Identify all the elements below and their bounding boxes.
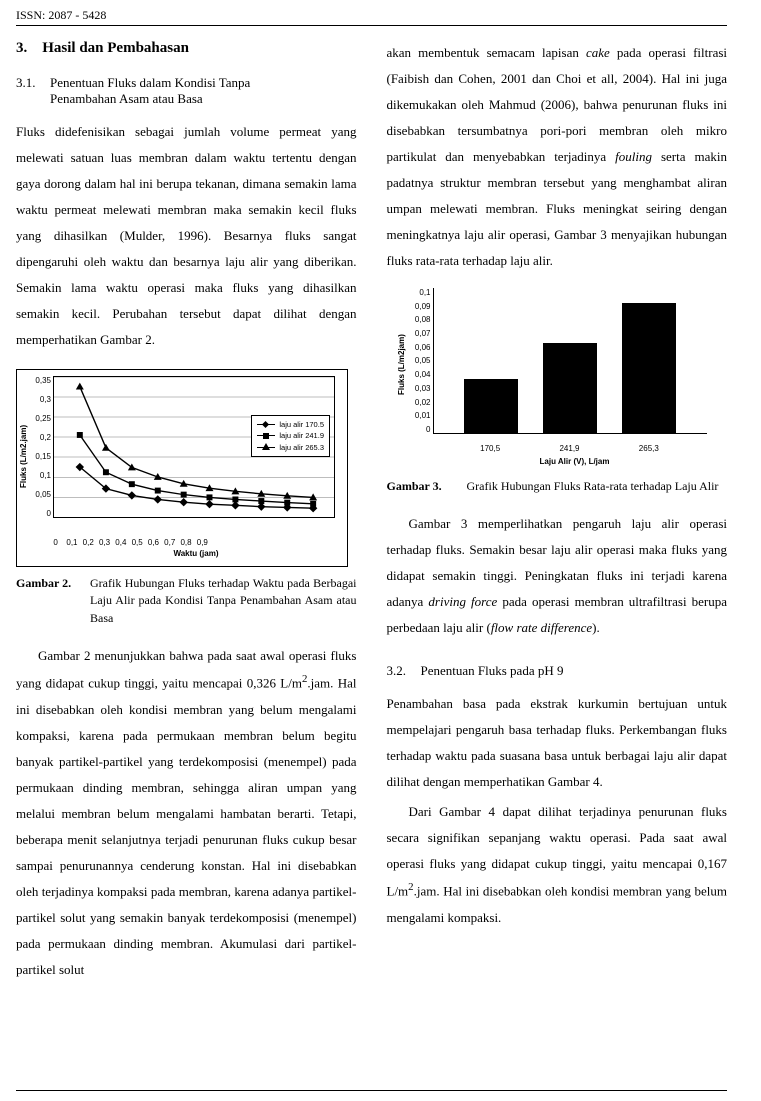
paragraph-2: Gambar 2 menunjukkan bahwa pada saat awa…: [16, 643, 357, 982]
subsection-31: 3.1. Penentuan Fluks dalam Kondisi Tanpa…: [16, 75, 357, 107]
ytick: 0,03: [409, 384, 431, 393]
right-para-1: akan membentuk semacam lapisan cake pada…: [387, 40, 728, 274]
subsection-title: Penentuan Fluks dalam Kondisi Tanpa Pena…: [50, 75, 250, 107]
r2-c: ).: [592, 620, 600, 635]
r1-b: pada operasi filtrasi (Faibish dan Cohen…: [387, 45, 728, 164]
ytick: 0: [31, 509, 51, 518]
ytick: 0,15: [31, 452, 51, 461]
figure-2-chart: Fluks (L/m2.jam) 0,35 0,3 0,25 0,2 0,15 …: [16, 369, 348, 567]
legend-item: laju alir 265.3: [279, 442, 324, 453]
chart1-xticks: 0 0,1 0,2 0,3 0,4 0,5 0,6 0,7 0,8 0,9: [19, 538, 339, 547]
figure-3-caption: Gambar 3. Grafik Hubungan Fluks Rata-rat…: [387, 478, 728, 495]
xtick: 0,9: [187, 538, 218, 547]
ytick: 0,07: [409, 329, 431, 338]
subsection-num: 3.1.: [16, 75, 50, 107]
caption-text: Grafik Hubungan Fluks terhadap Waktu pad…: [90, 575, 357, 627]
subsection-title-l1: Penentuan Fluks dalam Kondisi Tanpa: [50, 75, 250, 90]
two-column-layout: 3. Hasil dan Pembahasan 3.1. Penentuan F…: [16, 40, 727, 987]
ytick: 0: [409, 425, 431, 434]
ytick: 0,1: [409, 288, 431, 297]
ytick: 0,01: [409, 411, 431, 420]
ytick: 0,1: [31, 471, 51, 480]
ytick: 0,02: [409, 398, 431, 407]
italic-fouling: fouling: [615, 149, 652, 164]
chart2-ylabel: Fluks (L/m2jam): [397, 288, 409, 442]
caption-text: Grafik Hubungan Fluks Rata-rata terhadap…: [465, 478, 719, 495]
ytick: 0,08: [409, 315, 431, 324]
paragraph-1: Fluks didefenisikan sebagai jumlah volum…: [16, 119, 357, 353]
ytick: 0,04: [409, 370, 431, 379]
italic-driving-force: driving force: [428, 594, 497, 609]
right-para-4: Dari Gambar 4 dapat dilihat terjadinya p…: [387, 799, 728, 930]
ytick: 0,09: [409, 302, 431, 311]
ytick: 0,05: [31, 490, 51, 499]
issn-line: ISSN: 2087 - 5428: [16, 8, 727, 23]
chart1-plot-area: laju alir 170.5 laju alir 241.9 laju ali…: [53, 376, 335, 518]
ytick: 0,06: [409, 343, 431, 352]
r4-b: .jam. Hal ini disebabkan oleh kondisi me…: [387, 884, 728, 925]
chart1-ylabel: Fluks (L/m2.jam): [19, 376, 31, 536]
bottom-rule: [16, 1090, 727, 1091]
subsection-32: 3.2. Penentuan Fluks pada pH 9: [387, 663, 728, 679]
xtick: 170,5: [480, 444, 500, 453]
italic-cake: cake: [586, 45, 610, 60]
xtick: 241,9: [559, 444, 579, 453]
r1-a: akan membentuk semacam lapisan: [387, 45, 586, 60]
top-rule: [16, 25, 727, 26]
bar-2: [543, 343, 597, 433]
figure-2-caption: Gambar 2. Grafik Hubungan Fluks terhadap…: [16, 575, 357, 627]
subsection-num: 3.2.: [387, 663, 421, 679]
chart2-xlabel: Laju Alir (V), L/jam: [397, 457, 717, 466]
section-title: Hasil dan Pembahasan: [42, 40, 189, 56]
bar-3: [622, 303, 676, 434]
legend-item: laju alir 170.5: [279, 419, 324, 430]
chart1-yticks: 0,35 0,3 0,25 0,2 0,15 0,1 0,05 0: [31, 376, 53, 518]
ytick: 0,05: [409, 356, 431, 365]
caption-label: Gambar 2.: [16, 575, 90, 627]
xtick: 265,3: [639, 444, 659, 453]
chart2-yticks: 0,1 0,09 0,08 0,07 0,06 0,05 0,04 0,03 0…: [409, 288, 433, 434]
ytick: 0,2: [31, 433, 51, 442]
p2-part-b: .jam. Hal ini disebabkan oleh kondisi me…: [16, 676, 357, 977]
right-para-3: Penambahan basa pada ekstrak kurkumin be…: [387, 691, 728, 795]
ytick: 0,35: [31, 376, 51, 385]
chart2-plot-area: [433, 288, 707, 434]
caption-label: Gambar 3.: [387, 478, 465, 495]
ytick: 0,25: [31, 414, 51, 423]
legend-item: laju alir 241.9: [279, 430, 324, 441]
chart1-legend: laju alir 170.5 laju alir 241.9 laju ali…: [251, 415, 330, 457]
right-para-2: Gambar 3 memperlihatkan pengaruh laju al…: [387, 511, 728, 641]
italic-flow-rate-diff: flow rate difference: [491, 620, 592, 635]
r1-c: serta makin padatnya struktur membran te…: [387, 149, 728, 268]
bar-1: [464, 379, 518, 433]
subsection-title: Penentuan Fluks pada pH 9: [421, 663, 564, 679]
subsection-title-l2: Penambahan Asam atau Basa: [50, 91, 203, 106]
ytick: 0,3: [31, 395, 51, 404]
figure-3-chart: Fluks (L/m2jam) 0,1 0,09 0,08 0,07 0,06 …: [397, 288, 717, 466]
section-heading: 3. Hasil dan Pembahasan: [16, 40, 357, 57]
section-num: 3.: [16, 40, 27, 56]
chart1-xlabel: Waktu (jam): [19, 549, 343, 558]
chart2-xticks: 170,5 241,9 265,3: [397, 442, 707, 453]
right-column: akan membentuk semacam lapisan cake pada…: [387, 40, 728, 987]
left-column: 3. Hasil dan Pembahasan 3.1. Penentuan F…: [16, 40, 357, 987]
